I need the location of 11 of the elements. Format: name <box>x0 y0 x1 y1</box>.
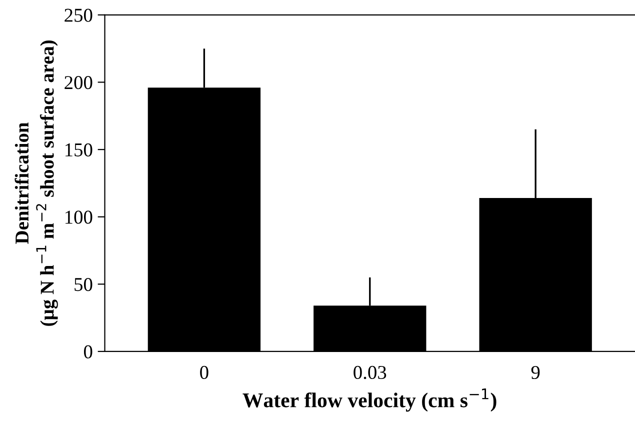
x-tick-label: 9 <box>531 366 540 380</box>
y-tick-label: 250 <box>64 8 92 22</box>
y-tick-label: 0 <box>84 345 92 358</box>
x-tick-label: 0.03 <box>354 366 386 380</box>
text: Denitrification (µg N h$^{−1}$ m$^{−2}$ shoot surface area) <box>14 40 58 326</box>
y-tick-label: 50 <box>74 278 92 292</box>
y-tick-label: 200 <box>64 76 92 90</box>
y-tick-label: 100 <box>66 210 92 224</box>
y-tick-label: 150 <box>66 143 92 156</box>
x-axis-title: Water flow velocity (cm s$^{−1}$) <box>242 388 496 412</box>
x-tick-label: 0 <box>200 366 208 380</box>
